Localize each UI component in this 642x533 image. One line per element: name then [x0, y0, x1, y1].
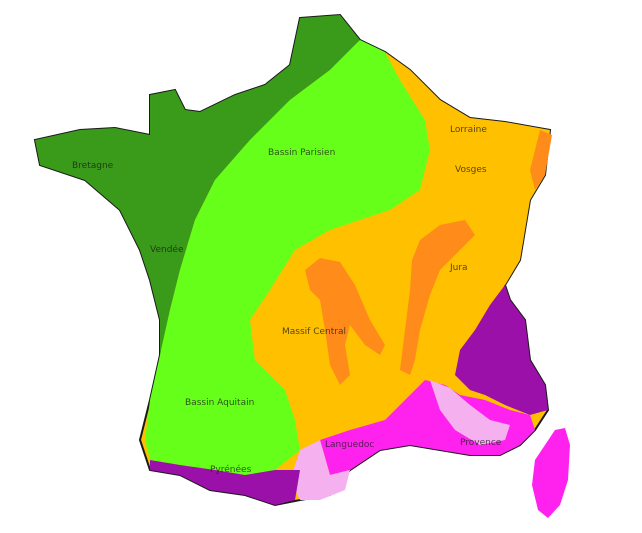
label-lorraine: Lorraine [450, 125, 487, 135]
label-massif-central: Massif Central [282, 327, 346, 337]
label-jura: Jura [449, 263, 468, 273]
alpine-zone [455, 285, 548, 415]
hercynian-massifs-zone [250, 52, 550, 450]
label-vendee: Vendée [150, 244, 184, 255]
label-bretagne: Bretagne [72, 161, 114, 171]
vosges-uplift [530, 130, 552, 190]
label-bassin-parisien: Bassin Parisien [268, 148, 335, 158]
label-vosges: Vosges [455, 165, 487, 175]
massif-uplift-right [400, 220, 475, 375]
light-pink-east [430, 380, 510, 445]
label-pyrenees: Pyrénées [210, 464, 252, 475]
label-languedoc: Languedoc [325, 440, 374, 450]
light-pink-west [290, 440, 350, 500]
massif-uplift-left [305, 258, 385, 385]
mediterranean-zone [320, 380, 535, 475]
corsica-island [532, 428, 570, 518]
pyrenees-zone [150, 460, 300, 505]
label-bassin-aquitain: Bassin Aquitain [185, 398, 254, 408]
sedimentary-basins-zone [145, 40, 430, 475]
label-provence: Provence [460, 438, 502, 448]
armorican-zone [35, 15, 360, 355]
